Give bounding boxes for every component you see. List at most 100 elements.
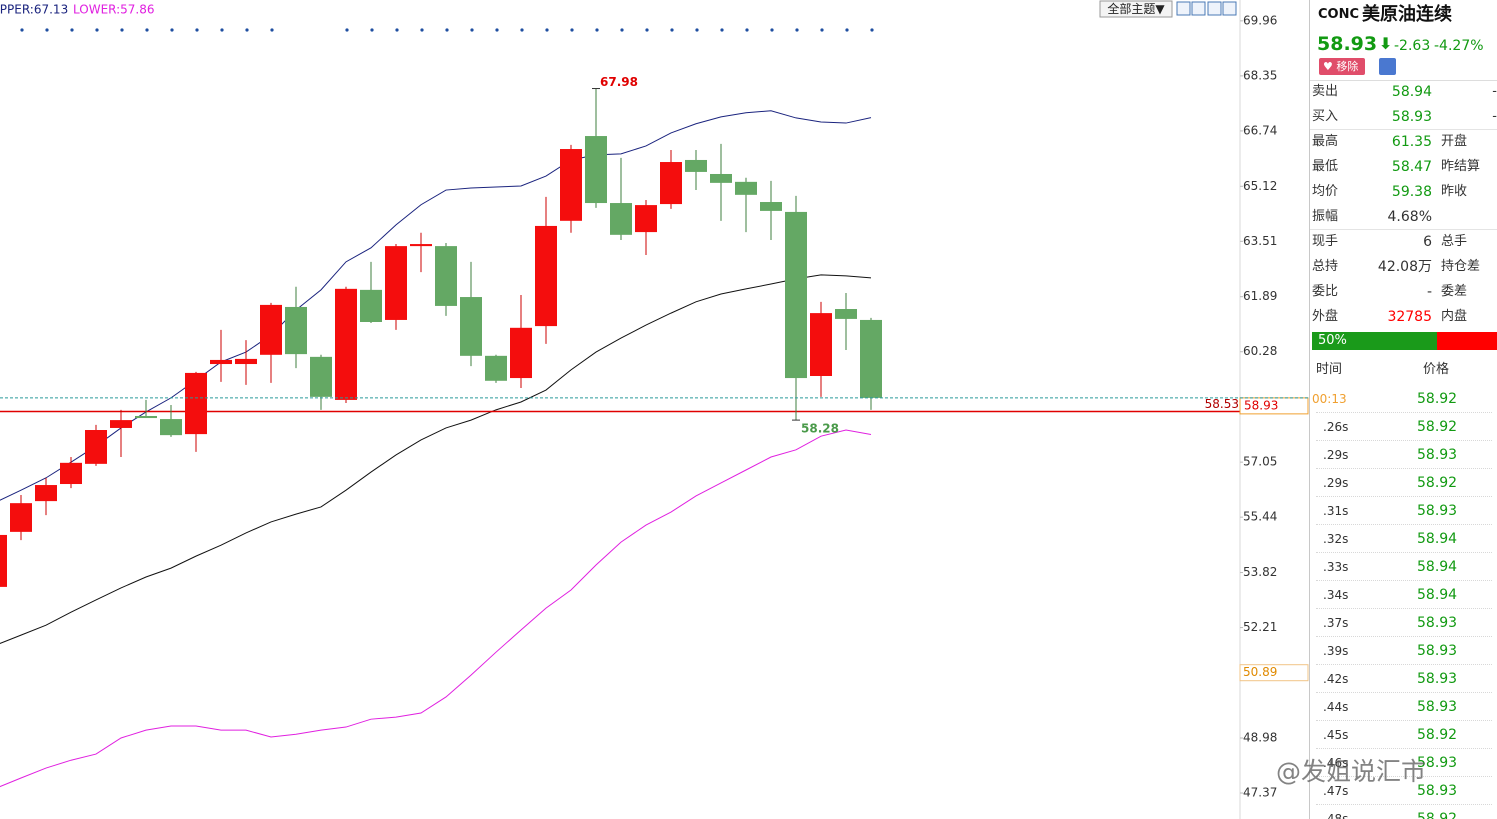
candle-body: [435, 246, 457, 306]
tick-separator: [1316, 412, 1492, 413]
indicator-dot: [270, 28, 274, 32]
candle-body: [585, 136, 607, 204]
ratio-buy: [1312, 332, 1437, 350]
tick-time: .45s: [1323, 728, 1349, 742]
candle-body: [410, 244, 432, 247]
indicator-dot: [820, 28, 824, 32]
candle-body: [810, 313, 832, 377]
indicator-dot: [870, 28, 874, 32]
candle-body: [210, 359, 232, 365]
candle-body: [485, 355, 507, 381]
y-tick-label: 55.44: [1243, 510, 1277, 524]
settle-label: 58.53: [1205, 397, 1239, 411]
candle-body: [60, 462, 82, 485]
indicator-dot: [245, 28, 249, 32]
candle-body: [535, 225, 557, 327]
y-tick-label: 63.51: [1243, 234, 1277, 248]
indicator-dot: [495, 28, 499, 32]
indicator-dot: [120, 28, 124, 32]
candle-body: [460, 297, 482, 356]
y-tick-label: 47.37: [1243, 786, 1277, 800]
tick-price: 58.92: [1417, 419, 1458, 435]
value-axis: 69.96 68.35 66.74 65.12 63.51 61.89 60.28 57.05…: [1239, 13, 1309, 800]
tick-time: .44s: [1323, 700, 1349, 714]
quote-label: 总持: [1312, 259, 1339, 274]
quote-panel: CONC 美原油连续 58.93 ⬇ -2.63 -4.27% ♥ 移除 卖出 58.94- 买入…: [1309, 0, 1497, 819]
toolbar: 全部主题▼: [1099, 0, 1237, 18]
tool-icon[interactable]: [1222, 1, 1237, 16]
quote-label: 卖出: [1312, 84, 1339, 99]
theme-button-frame[interactable]: [1099, 0, 1173, 18]
quote-value: 58.94: [1391, 84, 1432, 100]
tool-icon[interactable]: [1191, 1, 1206, 16]
change: -2.63: [1394, 38, 1431, 54]
legend-lower: LOWER:57.86: [73, 3, 155, 17]
tick-price: 58.92: [1417, 811, 1458, 819]
indicator-dot: [795, 28, 799, 32]
tick-time: .29s: [1323, 476, 1349, 490]
indicator-dot: [395, 28, 399, 32]
quote-end: -: [1492, 84, 1497, 99]
quote-value: 42.08万: [1377, 259, 1432, 275]
tick-time: .34s: [1323, 588, 1349, 602]
symbol: CONC: [1318, 7, 1360, 22]
y-tick-label: 65.12: [1243, 179, 1277, 193]
tick-time: .47s: [1323, 784, 1349, 798]
change-pct: -4.27%: [1434, 38, 1484, 54]
axis-marker-box: [1239, 664, 1309, 682]
remove-label[interactable]: ♥ 移除: [1323, 60, 1359, 73]
candle-body: [10, 503, 32, 532]
plot-area: 67.98 58.28: [0, 28, 1240, 788]
y-tick-label: 57.05: [1243, 455, 1277, 469]
tick-price: 58.92: [1417, 475, 1458, 491]
quote-extra: 内盘: [1441, 309, 1468, 324]
candle-body: [160, 419, 182, 436]
ticks-header-time: 时间: [1316, 362, 1343, 377]
quote-label: 委比: [1312, 284, 1339, 299]
tick-time: .46s: [1323, 756, 1349, 770]
candle-body: [610, 203, 632, 235]
quote-value: 58.93: [1391, 109, 1432, 125]
quote-label: 买入: [1312, 109, 1339, 124]
indicator-dot: [645, 28, 649, 32]
tick-separator: [1316, 496, 1492, 497]
y-tick-label: 53.82: [1243, 565, 1277, 579]
tick-separator: [1316, 804, 1492, 805]
candle-body: [285, 306, 307, 355]
tool-icon[interactable]: [1176, 1, 1191, 16]
indicator-dot: [845, 28, 849, 32]
tick-time: .31s: [1323, 504, 1349, 518]
candle-body: [860, 319, 882, 398]
band-line: [0, 429, 872, 788]
ticks-header-price: 价格: [1423, 362, 1450, 377]
indicator-dot: [670, 28, 674, 32]
indicator-dot: [170, 28, 174, 32]
quote-extra: 委差: [1441, 284, 1468, 299]
chart: 67.98 58.28 69.96 68.35 66.74 65.12 63.51 61.8…: [0, 0, 1309, 819]
candle-body: [510, 327, 532, 379]
band-line: [0, 274, 872, 644]
bell-button[interactable]: [1379, 58, 1396, 75]
tick-separator: [1316, 748, 1492, 749]
candle-body: [85, 430, 107, 464]
band-line: [0, 110, 872, 501]
theme-button[interactable]: 全部主题▼: [1107, 1, 1165, 16]
candle-body: [660, 162, 682, 205]
ratio-sell: [1437, 332, 1497, 350]
candle-body: [35, 485, 57, 502]
quote-label: 振幅: [1312, 209, 1339, 224]
candle-body: [710, 173, 732, 183]
quote-extra: 总手: [1441, 234, 1468, 249]
candle-body: [335, 288, 357, 400]
tick-time: .48s: [1323, 812, 1349, 819]
tick-separator: [1316, 636, 1492, 637]
tick-price: 58.93: [1417, 755, 1458, 771]
tick-time: .33s: [1323, 560, 1349, 574]
y-tick-label: 60.28: [1243, 344, 1277, 358]
quote-extra: 开盘: [1441, 134, 1468, 149]
remove-button[interactable]: [1319, 58, 1365, 75]
tool-icon[interactable]: [1207, 1, 1222, 16]
quote-label: 外盘: [1312, 309, 1339, 324]
price: 58.93: [1317, 33, 1378, 55]
